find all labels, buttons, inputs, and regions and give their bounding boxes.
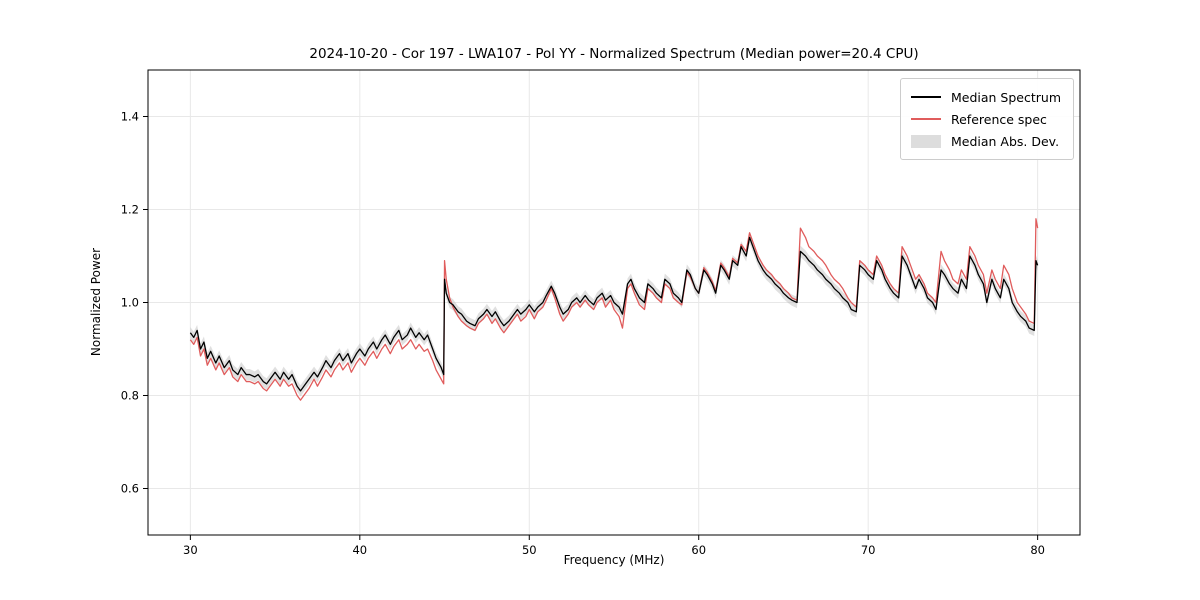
mad-patch-sample bbox=[910, 134, 941, 148]
legend-entry-mad: Median Abs. Dev. bbox=[910, 130, 1061, 152]
legend-label-median: Median Spectrum bbox=[950, 89, 1061, 105]
reference-line-sample bbox=[910, 118, 941, 120]
legend: Median Spectrum Reference spec Median Ab… bbox=[899, 78, 1074, 160]
x-tick-label: 80 bbox=[1030, 543, 1045, 557]
x-tick-label: 30 bbox=[183, 543, 198, 557]
x-axis-label: Frequency (MHz) bbox=[563, 553, 665, 567]
legend-entry-median: Median Spectrum bbox=[910, 86, 1061, 108]
legend-label-mad: Median Abs. Dev. bbox=[950, 133, 1060, 149]
x-tick-label: 60 bbox=[691, 543, 706, 557]
y-tick-label: 1.0 bbox=[121, 296, 139, 310]
y-tick-label: 0.6 bbox=[121, 482, 139, 496]
legend-label-reference: Reference spec bbox=[950, 111, 1047, 127]
median-spectrum-line bbox=[189, 236, 1039, 392]
x-tick-label: 70 bbox=[861, 543, 876, 557]
y-tick-label: 1.4 bbox=[121, 110, 139, 124]
x-tick-label: 40 bbox=[352, 543, 367, 557]
legend-entry-reference: Reference spec bbox=[910, 108, 1061, 130]
median-line-sample bbox=[910, 96, 941, 98]
y-tick-label: 0.8 bbox=[121, 389, 139, 403]
mad-band bbox=[190, 231, 1038, 397]
x-tick-label: 50 bbox=[522, 543, 537, 557]
y-tick-label: 1.2 bbox=[121, 203, 139, 217]
chart-title: 2024-10-20 - Cor 197 - LWA107 - Pol YY -… bbox=[309, 46, 919, 62]
y-axis-label: Normalized Power bbox=[89, 247, 103, 357]
